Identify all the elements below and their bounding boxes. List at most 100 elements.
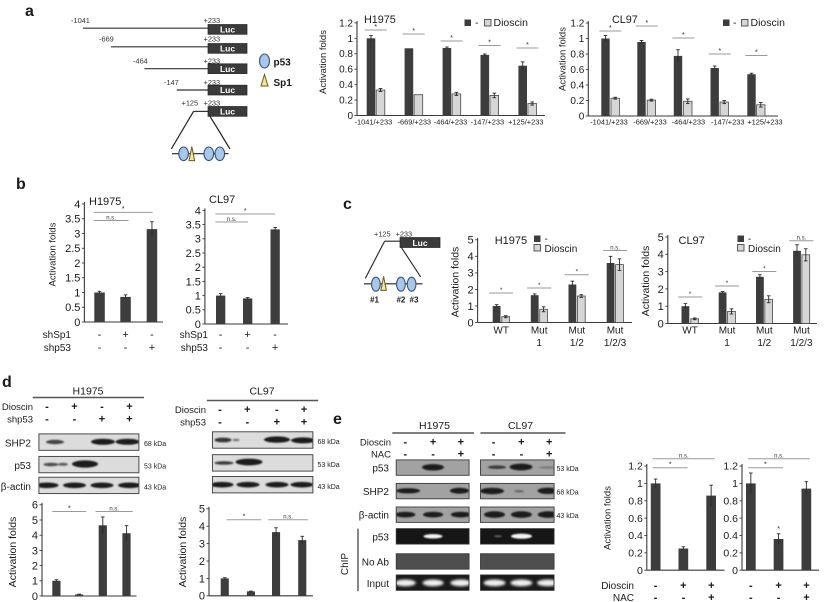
svg-text:+125/+233: +125/+233 — [508, 118, 543, 127]
svg-text:0.8: 0.8 — [628, 495, 643, 507]
svg-text:-: - — [777, 592, 781, 602]
svg-text:-669: -669 — [99, 35, 114, 44]
svg-text:*: * — [242, 512, 245, 521]
svg-text:*: * — [689, 291, 692, 298]
svg-text:WT: WT — [682, 326, 698, 337]
svg-text:+: + — [126, 414, 132, 426]
svg-text:*: * — [244, 206, 247, 215]
svg-text:*: * — [68, 503, 71, 512]
svg-text:-147: -147 — [164, 78, 179, 87]
svg-text:1: 1 — [467, 301, 473, 313]
svg-text:CL97: CL97 — [249, 386, 274, 398]
svg-text:Luc: Luc — [220, 25, 235, 35]
svg-text:+: + — [272, 342, 278, 354]
svg-text:-: - — [218, 417, 222, 429]
svg-text:shSp1: shSp1 — [180, 330, 209, 341]
svg-text:5: 5 — [658, 232, 664, 244]
svg-text:+125: +125 — [182, 99, 199, 108]
svg-text:-: - — [245, 417, 249, 429]
svg-text:0.4: 0.4 — [339, 80, 353, 91]
svg-text:Activation folds: Activation folds — [7, 517, 19, 588]
svg-text:#3: #3 — [410, 296, 419, 305]
svg-text:+: + — [99, 414, 105, 426]
svg-text:0.5: 0.5 — [186, 305, 201, 317]
svg-text:43 kDa: 43 kDa — [318, 484, 340, 491]
svg-text:5: 5 — [32, 515, 38, 527]
svg-text:-: - — [403, 449, 407, 461]
svg-text:0.4: 0.4 — [628, 530, 643, 542]
svg-text:+233: +233 — [396, 230, 413, 239]
svg-text:*: * — [755, 47, 758, 56]
svg-text:Activation folds: Activation folds — [177, 517, 189, 588]
svg-text:-1041: -1041 — [71, 16, 90, 25]
svg-text:#2: #2 — [396, 296, 405, 305]
svg-text:0: 0 — [195, 319, 201, 331]
svg-text:-: - — [150, 329, 154, 341]
svg-text:-: - — [545, 234, 548, 245]
svg-text:CL97: CL97 — [612, 14, 638, 26]
svg-text:Input: Input — [367, 579, 389, 590]
svg-text:2: 2 — [658, 284, 664, 296]
svg-text:1.2: 1.2 — [570, 19, 584, 30]
svg-text:68 kDa: 68 kDa — [144, 441, 166, 448]
svg-text:0.6: 0.6 — [628, 513, 643, 525]
svg-text:0: 0 — [199, 591, 205, 602]
svg-text:43 kDa: 43 kDa — [144, 485, 166, 492]
svg-text:-1041/+233: -1041/+233 — [355, 118, 393, 127]
svg-text:n.s.: n.s. — [283, 515, 293, 521]
svg-text:H1975: H1975 — [73, 386, 104, 398]
svg-text:Mut: Mut — [607, 326, 624, 337]
svg-text:-: - — [218, 404, 222, 416]
svg-text:shp53: shp53 — [180, 418, 206, 429]
svg-text:Dioscin: Dioscin — [545, 244, 578, 255]
svg-text:0.2: 0.2 — [570, 96, 584, 107]
svg-text:0: 0 — [32, 591, 38, 602]
svg-text:-: - — [275, 404, 279, 416]
svg-text:Activation folds: Activation folds — [603, 486, 614, 550]
svg-text:Luc: Luc — [412, 238, 427, 248]
svg-text:1: 1 — [32, 576, 38, 588]
svg-text:Mut: Mut — [756, 326, 773, 337]
svg-text:-: - — [749, 580, 753, 592]
svg-text:Mut: Mut — [793, 326, 810, 337]
svg-text:Dioscin: Dioscin — [748, 244, 781, 255]
svg-text:*: * — [576, 269, 579, 276]
svg-text:0.2: 0.2 — [723, 548, 738, 560]
svg-text:H1975: H1975 — [495, 235, 527, 247]
svg-text:1: 1 — [579, 34, 585, 45]
svg-text:Activation folds: Activation folds — [48, 222, 59, 286]
svg-text:0.8: 0.8 — [723, 495, 738, 507]
svg-text:+233: +233 — [204, 99, 221, 108]
svg-text:+: + — [546, 437, 552, 449]
svg-text:2.5: 2.5 — [65, 243, 80, 255]
svg-text:53 kDa: 53 kDa — [144, 464, 166, 471]
svg-text:Mut: Mut — [719, 326, 736, 337]
svg-text:+: + — [680, 580, 686, 592]
svg-text:*: * — [412, 26, 415, 35]
svg-text:a: a — [25, 3, 34, 20]
svg-text:0: 0 — [732, 565, 738, 577]
svg-text:+233: +233 — [204, 35, 221, 44]
svg-text:+: + — [708, 592, 714, 602]
svg-text:43 kDa: 43 kDa — [557, 513, 579, 520]
svg-text:WT: WT — [493, 326, 509, 337]
svg-text:4: 4 — [195, 205, 201, 217]
svg-text:-: - — [100, 401, 104, 413]
svg-text:shSp1: shSp1 — [43, 330, 72, 341]
svg-text:1/2/3: 1/2/3 — [604, 338, 627, 349]
svg-text:+: + — [458, 449, 464, 461]
svg-text:+: + — [708, 580, 714, 592]
svg-text:+: + — [126, 401, 132, 413]
svg-text:*: * — [726, 280, 729, 287]
svg-text:+233: +233 — [204, 57, 221, 66]
svg-text:+: + — [546, 449, 552, 461]
svg-text:2: 2 — [467, 284, 473, 296]
svg-text:n.s.: n.s. — [109, 506, 119, 512]
svg-text:*: * — [682, 30, 685, 39]
svg-text:n.s.: n.s. — [227, 217, 237, 223]
svg-text:0: 0 — [658, 318, 664, 330]
svg-text:53 kDa: 53 kDa — [318, 462, 340, 469]
svg-text:0: 0 — [74, 317, 80, 329]
svg-text:0: 0 — [579, 112, 585, 123]
svg-text:Activation folds: Activation folds — [640, 246, 652, 317]
